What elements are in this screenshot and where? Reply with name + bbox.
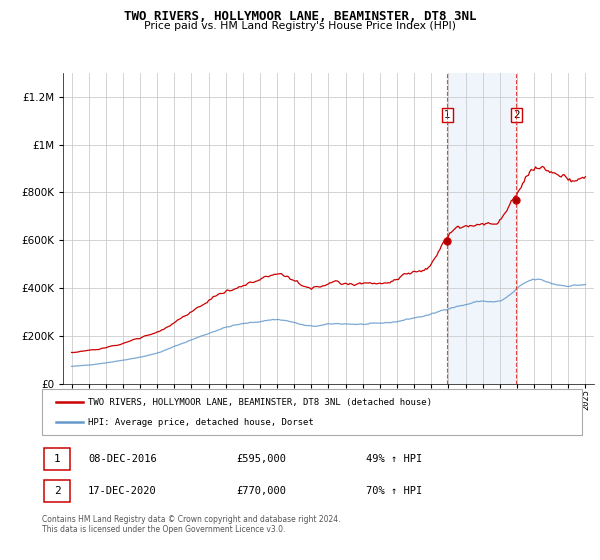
Text: 08-DEC-2016: 08-DEC-2016 — [88, 454, 157, 464]
Bar — [448, 73, 516, 384]
Text: 70% ↑ HPI: 70% ↑ HPI — [366, 486, 422, 496]
Text: HPI: Average price, detached house, Dorset: HPI: Average price, detached house, Dors… — [88, 418, 314, 427]
Text: Contains HM Land Registry data © Crown copyright and database right 2024.
This d: Contains HM Land Registry data © Crown c… — [42, 515, 341, 534]
Text: 1: 1 — [444, 110, 451, 120]
Text: 1: 1 — [54, 454, 61, 464]
FancyBboxPatch shape — [44, 448, 70, 470]
FancyBboxPatch shape — [44, 479, 70, 502]
Text: £770,000: £770,000 — [236, 486, 286, 496]
Text: TWO RIVERS, HOLLYMOOR LANE, BEAMINSTER, DT8 3NL (detached house): TWO RIVERS, HOLLYMOOR LANE, BEAMINSTER, … — [88, 398, 432, 407]
Text: 49% ↑ HPI: 49% ↑ HPI — [366, 454, 422, 464]
Text: 17-DEC-2020: 17-DEC-2020 — [88, 486, 157, 496]
Text: £595,000: £595,000 — [236, 454, 286, 464]
FancyBboxPatch shape — [42, 389, 582, 435]
Text: Price paid vs. HM Land Registry's House Price Index (HPI): Price paid vs. HM Land Registry's House … — [144, 21, 456, 31]
Text: 2: 2 — [513, 110, 520, 120]
Text: 2: 2 — [54, 486, 61, 496]
Text: TWO RIVERS, HOLLYMOOR LANE, BEAMINSTER, DT8 3NL: TWO RIVERS, HOLLYMOOR LANE, BEAMINSTER, … — [124, 10, 476, 23]
